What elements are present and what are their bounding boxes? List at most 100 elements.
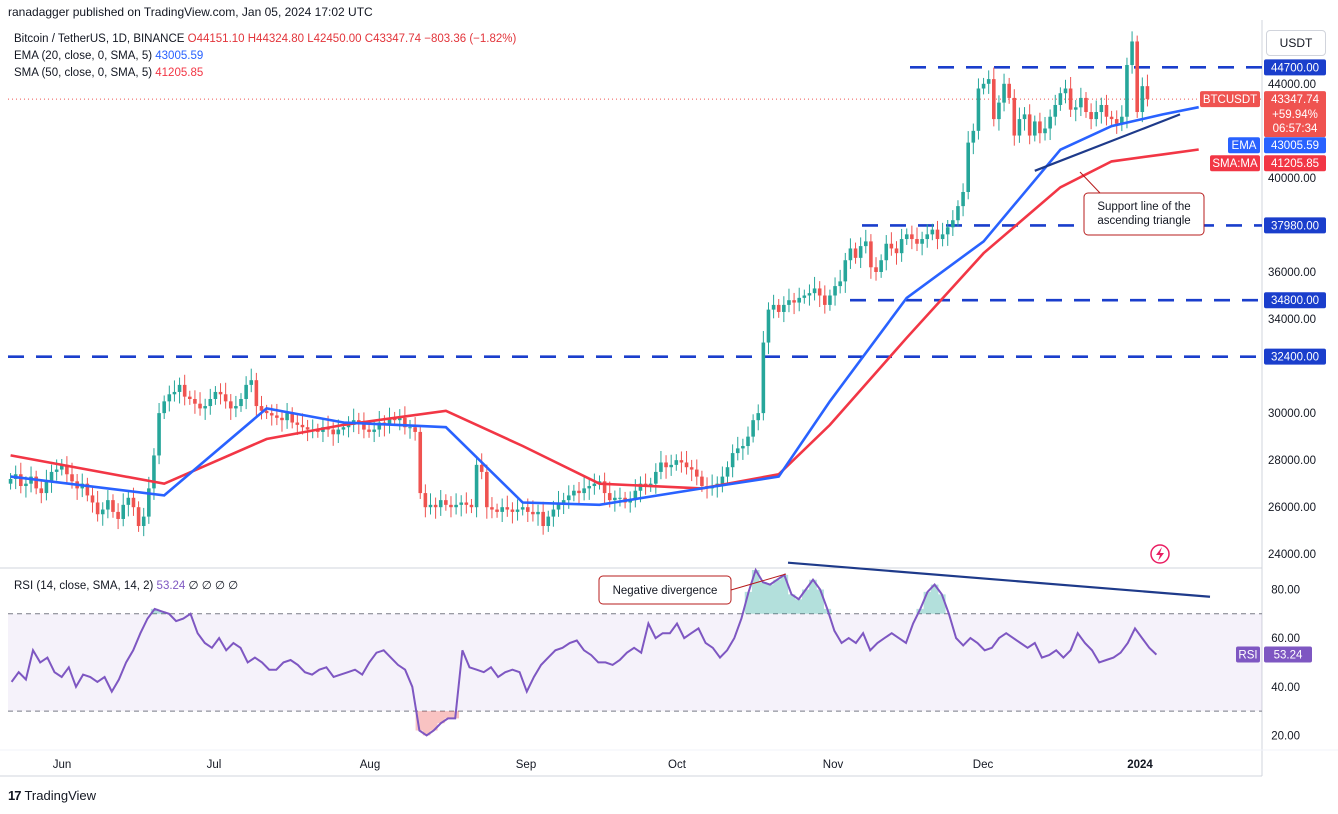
candle-body bbox=[792, 300, 796, 303]
rsi-oversold-fill bbox=[415, 711, 460, 736]
candle-body bbox=[116, 511, 120, 519]
candle-body bbox=[1145, 86, 1150, 100]
candle-body bbox=[961, 192, 965, 207]
candle-body bbox=[121, 504, 126, 519]
candle-body bbox=[500, 507, 504, 512]
candle-body bbox=[495, 509, 499, 512]
candle-body bbox=[377, 422, 382, 430]
candle-body bbox=[198, 403, 202, 409]
candle-body bbox=[479, 464, 484, 472]
time-axis[interactable]: Jun Jul Aug Sep Oct Nov Dec 2024 bbox=[53, 759, 1154, 771]
candle-body bbox=[213, 391, 218, 399]
candle-body bbox=[899, 239, 904, 254]
candle-body bbox=[90, 495, 95, 503]
rsi-tick: 60.00 bbox=[1271, 633, 1300, 645]
candle-body bbox=[490, 507, 494, 510]
candle-body bbox=[167, 394, 172, 402]
candles bbox=[8, 31, 1150, 537]
rsi-extras: ∅ ∅ ∅ ∅ bbox=[188, 580, 239, 592]
tradingview-logo[interactable]: 17 TradingView bbox=[8, 788, 96, 803]
candle-body bbox=[505, 507, 510, 510]
candle-body bbox=[582, 488, 586, 494]
sma-label: SMA (50, close, 0, SMA, 5) bbox=[14, 67, 153, 79]
candle-body bbox=[59, 464, 64, 470]
date-tick: Jul bbox=[207, 759, 222, 771]
level-tag bbox=[1264, 217, 1326, 234]
candle-body bbox=[669, 464, 673, 468]
candle-body bbox=[49, 471, 54, 482]
candle-body bbox=[449, 504, 453, 508]
level-tag bbox=[1264, 292, 1326, 309]
lightning-icon[interactable] bbox=[1150, 544, 1170, 564]
candle-body bbox=[910, 234, 914, 240]
rsi-legend[interactable]: RSI (14, close, SMA, 14, 2) 53.24 ∅ ∅ ∅ … bbox=[14, 578, 238, 592]
candle-body bbox=[182, 384, 187, 397]
candle-body bbox=[464, 502, 469, 505]
candle-body bbox=[106, 500, 110, 510]
candle-body bbox=[469, 504, 474, 508]
candle-body bbox=[566, 495, 571, 501]
candle-body bbox=[372, 429, 376, 432]
candle-body bbox=[444, 500, 448, 505]
ema-legend[interactable]: EMA (20, close, 0, SMA, 5) 43005.59 bbox=[14, 50, 203, 62]
tradingview-brand: TradingView bbox=[24, 788, 97, 803]
candle-body bbox=[264, 410, 269, 414]
price-tick: 24000.00 bbox=[1268, 549, 1316, 561]
candle-body bbox=[689, 467, 694, 470]
support-note-text: ascending triangle bbox=[1097, 215, 1190, 227]
currency-button[interactable]: USDT bbox=[1266, 30, 1326, 56]
candle-body bbox=[561, 500, 566, 503]
candle-body bbox=[408, 427, 412, 429]
sma-legend[interactable]: SMA (50, close, 0, SMA, 5) 41205.85 bbox=[14, 67, 203, 79]
candle-body bbox=[459, 502, 464, 505]
candle-body bbox=[956, 206, 960, 221]
candle-body bbox=[305, 427, 310, 430]
candle-body bbox=[1053, 104, 1058, 117]
candle-body bbox=[782, 304, 786, 312]
candle-body bbox=[223, 394, 228, 402]
level-tag-text: 32400.00 bbox=[1271, 352, 1319, 364]
candle-body bbox=[679, 460, 684, 463]
date-tick: Aug bbox=[360, 759, 380, 771]
candle-body bbox=[817, 288, 822, 296]
price-tick: 36000.00 bbox=[1268, 267, 1316, 279]
candle-body bbox=[357, 420, 361, 423]
candle-body bbox=[172, 391, 177, 395]
svg-text:53.24: 53.24 bbox=[1274, 650, 1303, 662]
price-axis[interactable]: 24000.00 26000.00 28000.00 30000.00 34000.00… bbox=[1200, 59, 1326, 742]
rsi-value: 53.24 bbox=[156, 580, 186, 592]
countdown-text: 06:57:34 bbox=[1273, 123, 1318, 135]
candle-body bbox=[725, 467, 730, 477]
candle-body bbox=[536, 511, 540, 515]
candle-body bbox=[193, 398, 197, 404]
candle-body bbox=[787, 300, 791, 305]
symbol-legend[interactable]: Bitcoin / TetherUS, 1D, BINANCE O44151.1… bbox=[14, 33, 516, 45]
candle-body bbox=[997, 102, 1001, 120]
divergence-note-text: Negative divergence bbox=[613, 585, 718, 597]
candle-body bbox=[531, 511, 535, 515]
svg-text:EMA: EMA bbox=[1232, 140, 1257, 152]
candle-body bbox=[613, 497, 617, 501]
candle-body bbox=[85, 483, 90, 496]
symbol-name: Bitcoin / TetherUS, 1D, BINANCE bbox=[14, 33, 185, 45]
candle-body bbox=[1104, 104, 1109, 117]
price-tick: 26000.00 bbox=[1268, 502, 1316, 514]
candle-body bbox=[592, 483, 597, 487]
rsi-tick: 20.00 bbox=[1271, 730, 1300, 742]
candle-body bbox=[602, 481, 607, 494]
candle-body bbox=[100, 509, 105, 515]
candle-body bbox=[981, 83, 986, 89]
candle-body bbox=[39, 488, 44, 494]
candle-body bbox=[341, 427, 346, 430]
candle-body bbox=[992, 79, 996, 120]
candle-body bbox=[454, 504, 458, 508]
candle-body bbox=[1084, 97, 1088, 113]
price-tick: 34000.00 bbox=[1268, 314, 1316, 326]
ema-tag bbox=[1264, 137, 1326, 154]
candle-body bbox=[853, 248, 858, 258]
candle-body bbox=[1027, 114, 1032, 136]
candle-body bbox=[1043, 128, 1047, 134]
symbol-tag-text: BTCUSDT bbox=[1203, 94, 1257, 106]
rsi-tick: 40.00 bbox=[1271, 682, 1300, 694]
